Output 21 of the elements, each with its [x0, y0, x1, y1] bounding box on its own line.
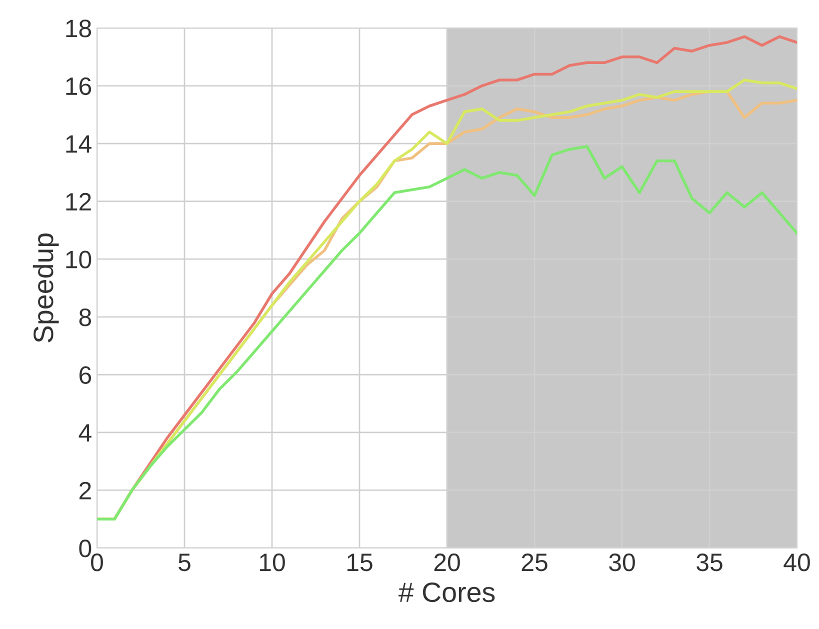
x-tick-label: 5	[178, 554, 190, 572]
x-tick-label: 35	[696, 554, 722, 572]
y-tick-label: 12	[66, 192, 91, 210]
y-tick-label: 4	[78, 424, 92, 442]
y-tick-label: 16	[66, 77, 92, 96]
x-tick-label: 10	[260, 554, 285, 572]
x-tick-label: 25	[522, 554, 548, 572]
x-tick-label: 15	[348, 554, 372, 572]
y-axis-title: Speedup	[32, 234, 59, 342]
x-axis-title: # Cores	[398, 582, 495, 602]
y-tick-label: 2	[79, 482, 91, 500]
y-tick-label: 0	[79, 540, 92, 558]
y-tick-label: 14	[66, 135, 92, 153]
y-tick-label: 6	[80, 366, 92, 384]
x-tick-label: 20	[434, 554, 460, 572]
y-tick-label: 8	[79, 308, 92, 326]
x-tick-label: 30	[609, 554, 635, 572]
x-tick-label: 40	[784, 554, 810, 572]
y-tick-label: 10	[66, 250, 92, 268]
y-tick-label: 18	[66, 20, 92, 38]
x-tick-label: 0	[91, 554, 103, 572]
